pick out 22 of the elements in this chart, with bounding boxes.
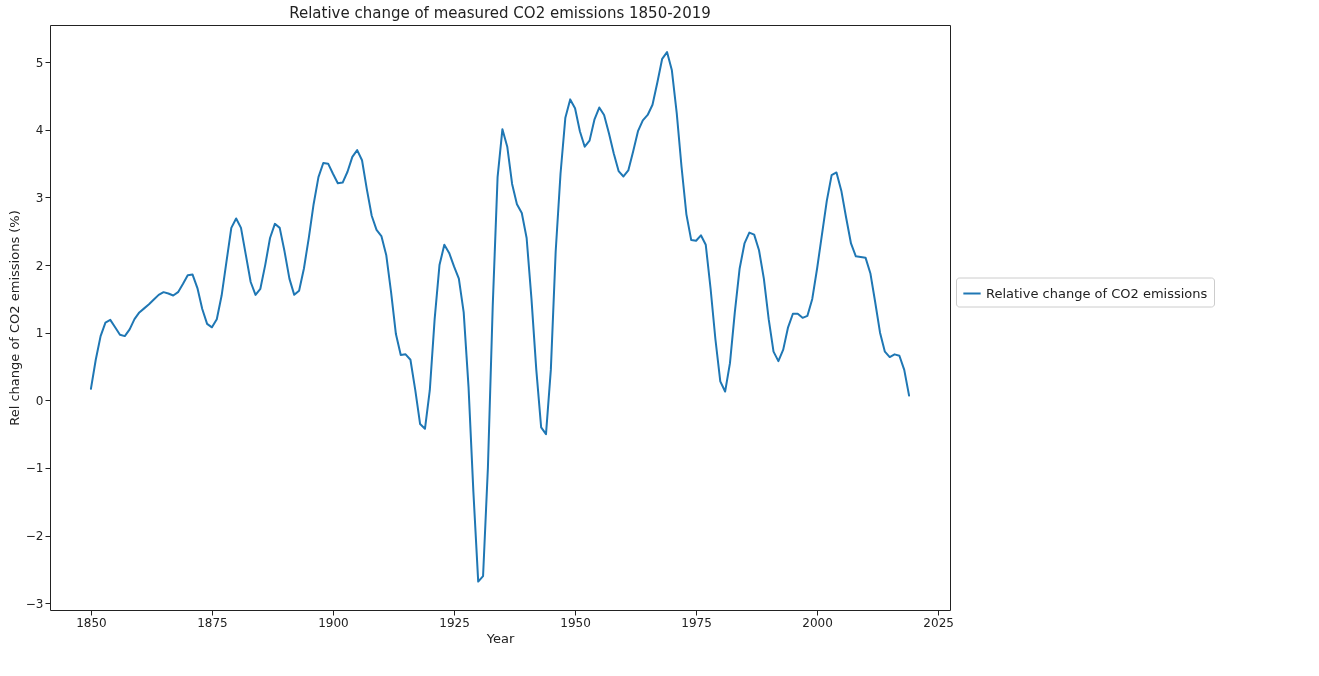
- y-axis-title: Rel change of CO2 emissions (%): [6, 210, 22, 426]
- x-tick-label: 1925: [439, 615, 470, 630]
- x-axis-title: Year: [485, 630, 515, 646]
- y-tick-label: −1: [25, 461, 44, 476]
- y-tick-label: −3: [25, 596, 44, 611]
- y-tick-label: 2: [35, 258, 44, 273]
- y-tick-label: −2: [25, 529, 44, 544]
- x-tick-label: 2025: [923, 615, 954, 630]
- y-tick-label: 0: [35, 393, 44, 408]
- x-tick-label: 1950: [560, 615, 591, 630]
- y-tick-label: 4: [35, 123, 44, 138]
- chart-title: Relative change of measured CO2 emissions 1850-2019: [289, 4, 711, 22]
- x-tick-label: 1975: [681, 615, 712, 630]
- y-tick-label: 1: [35, 326, 44, 341]
- x-tick-label: 1875: [197, 615, 228, 630]
- x-tick-label: 1850: [76, 615, 107, 630]
- legend-label: Relative change of CO2 emissions: [986, 285, 1208, 301]
- line-series: [89, 51, 911, 583]
- x-tick-label: 1900: [318, 615, 349, 630]
- y-tick-label: 5: [35, 55, 44, 70]
- y-tick-label: 3: [35, 190, 44, 205]
- x-tick-label: 2000: [802, 615, 833, 630]
